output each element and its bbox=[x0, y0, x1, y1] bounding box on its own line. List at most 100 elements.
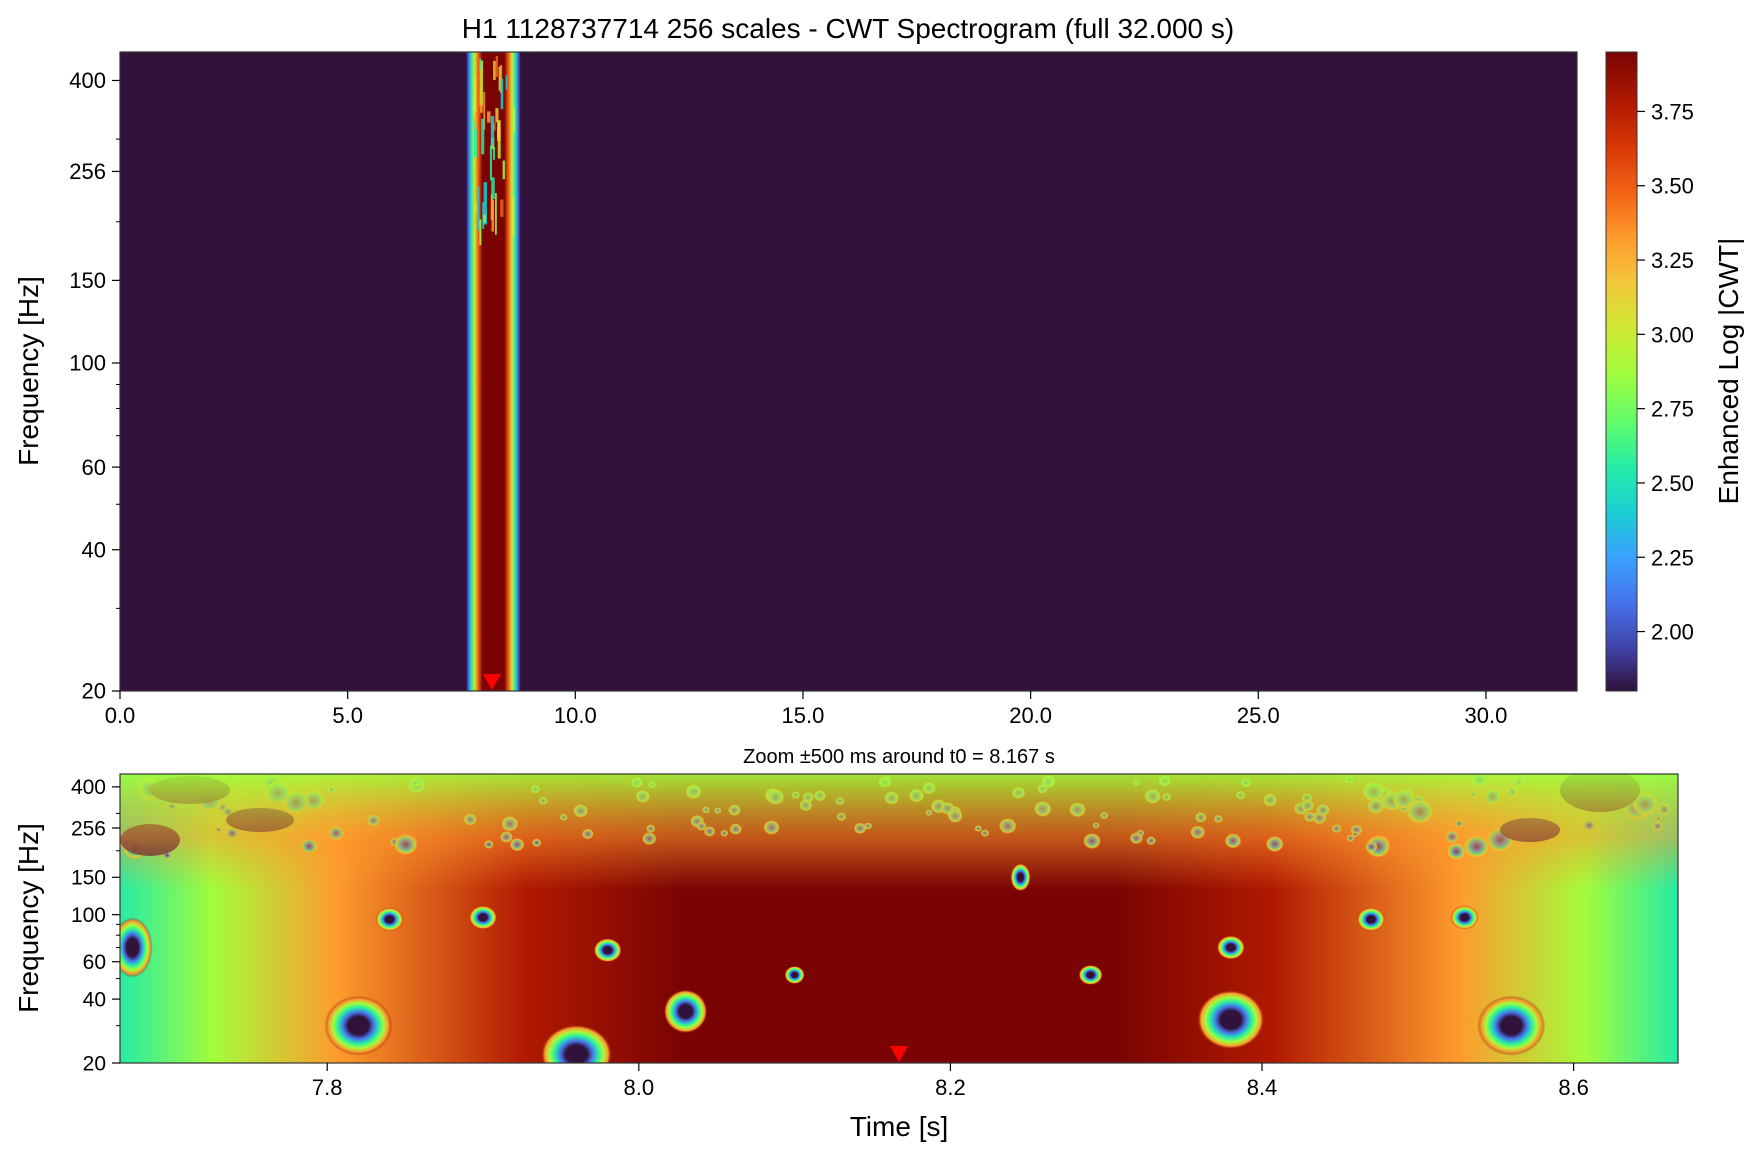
burst-streak bbox=[492, 147, 496, 160]
burst-streak bbox=[474, 121, 477, 158]
main-y-axis-label: Frequency [Hz] bbox=[13, 276, 44, 466]
y-tick-label: 150 bbox=[69, 268, 106, 293]
colorbar bbox=[1605, 51, 1638, 692]
y-tick-label: 60 bbox=[83, 951, 106, 974]
burst-streak bbox=[477, 127, 480, 174]
burst-streak bbox=[498, 66, 501, 91]
burst-streak bbox=[473, 78, 477, 115]
y-tick-label: 256 bbox=[71, 817, 106, 840]
main-heatmap-background bbox=[120, 52, 1577, 691]
burst-streak bbox=[479, 219, 482, 246]
colorbar-ticks: 2.00 2.25 2.50 2.75 3.00 3.25 3.50 3.75 bbox=[1637, 99, 1694, 645]
low-power-island bbox=[375, 907, 404, 932]
colorbar-tick-label: 2.25 bbox=[1651, 545, 1694, 570]
low-power-island bbox=[324, 995, 393, 1056]
low-power-island bbox=[784, 965, 805, 984]
burst-streak bbox=[487, 111, 491, 123]
x-tick-label: 8.2 bbox=[935, 1075, 966, 1100]
low-power-island bbox=[593, 938, 622, 963]
zoom-plot-frame bbox=[119, 773, 1679, 1064]
burst-streak bbox=[477, 90, 480, 117]
burst-streak bbox=[489, 145, 493, 181]
y-tick-label: 20 bbox=[82, 679, 106, 704]
low-power-island bbox=[1078, 964, 1103, 985]
colorbar-label: Enhanced Log |CWT| bbox=[1713, 238, 1744, 505]
x-tick-label: 15.0 bbox=[782, 703, 825, 728]
y-tick-label: 400 bbox=[71, 776, 106, 799]
colorbar-tick-label: 2.00 bbox=[1651, 620, 1694, 645]
zoom-title: Zoom ±500 ms around t0 = 8.167 s bbox=[743, 746, 1055, 768]
burst-streak bbox=[475, 201, 478, 213]
y-tick-label: 40 bbox=[83, 988, 106, 1011]
burst-streak bbox=[505, 75, 508, 90]
y-tick-label: 100 bbox=[69, 351, 106, 376]
x-tick-label: 8.0 bbox=[624, 1075, 655, 1100]
y-tick-label: 256 bbox=[69, 159, 106, 184]
burst-streak bbox=[483, 182, 488, 225]
zoom-t0-marker bbox=[890, 1046, 908, 1062]
zoom-x-axis-label: Time [s] bbox=[850, 1111, 949, 1142]
burst-streak bbox=[477, 186, 480, 231]
low-power-island bbox=[663, 989, 708, 1034]
burst-streak bbox=[479, 103, 483, 113]
zoom-holes bbox=[120, 863, 1546, 1063]
colorbar-tick-label: 3.75 bbox=[1651, 99, 1694, 124]
burst-streak bbox=[490, 116, 495, 146]
low-power-island bbox=[540, 1024, 613, 1063]
x-tick-label: 7.8 bbox=[312, 1075, 343, 1100]
burst-streak bbox=[495, 56, 498, 78]
colorbar-tick-label: 2.75 bbox=[1651, 397, 1694, 422]
low-power-island bbox=[1357, 907, 1386, 932]
x-tick-label: 10.0 bbox=[554, 703, 597, 728]
burst-streak bbox=[491, 200, 495, 232]
burst-streak bbox=[479, 58, 481, 70]
x-tick-label: 20.0 bbox=[1009, 703, 1052, 728]
burst-streak bbox=[479, 60, 484, 107]
zoom-heatmap bbox=[120, 774, 1678, 1063]
main-y-axis: 20 40 60 100 150 256 400 bbox=[69, 68, 120, 704]
x-tick-label: 8.6 bbox=[1558, 1075, 1589, 1100]
burst-streak bbox=[494, 193, 497, 235]
colorbar-tick-label: 3.25 bbox=[1651, 248, 1694, 273]
burst-streak bbox=[493, 60, 496, 81]
x-tick-label: 25.0 bbox=[1237, 703, 1280, 728]
main-t0-marker bbox=[482, 674, 501, 690]
main-title: H1 1128737714 256 scales - CWT Spectrogr… bbox=[462, 13, 1234, 44]
low-power-island bbox=[1196, 989, 1265, 1050]
colorbar-tick-label: 3.00 bbox=[1651, 322, 1694, 347]
x-tick-label: 30.0 bbox=[1465, 703, 1508, 728]
low-power-island bbox=[1450, 905, 1479, 930]
low-power-island bbox=[1010, 863, 1031, 892]
main-plot-frame bbox=[119, 51, 1578, 692]
main-burst bbox=[466, 52, 521, 691]
burst-streak bbox=[491, 177, 495, 199]
y-tick-label: 60 bbox=[82, 455, 106, 480]
colorbar-tick-label: 2.50 bbox=[1651, 471, 1694, 496]
colorbar-tick-label: 3.50 bbox=[1651, 174, 1694, 199]
low-power-island bbox=[120, 917, 153, 978]
low-power-island bbox=[1216, 935, 1245, 960]
zoom-x-axis: 7.8 8.0 8.2 8.4 8.6 bbox=[312, 1063, 1589, 1100]
main-heatmap bbox=[120, 52, 1577, 691]
burst-streak bbox=[495, 108, 499, 123]
burst-streak bbox=[502, 160, 505, 180]
burst-streak bbox=[497, 120, 501, 159]
burst-streak bbox=[500, 78, 504, 110]
burst-streak bbox=[481, 118, 485, 155]
main-x-axis: 0.0 5.0 10.0 15.0 20.0 25.0 30.0 bbox=[105, 691, 1508, 728]
zoom-y-axis: 20 40 60 100 150 256 400 bbox=[71, 776, 120, 1075]
burst-streak bbox=[497, 126, 501, 139]
low-power-island bbox=[469, 905, 498, 930]
burst-streak bbox=[483, 92, 486, 130]
y-tick-label: 150 bbox=[71, 867, 106, 890]
y-tick-label: 400 bbox=[69, 68, 106, 93]
burst-streak bbox=[500, 199, 504, 217]
burst-streak bbox=[483, 214, 486, 223]
burst-streak bbox=[511, 198, 515, 236]
burst-streak bbox=[474, 112, 477, 130]
x-tick-label: 8.4 bbox=[1247, 1075, 1278, 1100]
low-power-island bbox=[1477, 995, 1546, 1056]
x-tick-label: 0.0 bbox=[105, 703, 136, 728]
burst-streak bbox=[482, 202, 485, 229]
